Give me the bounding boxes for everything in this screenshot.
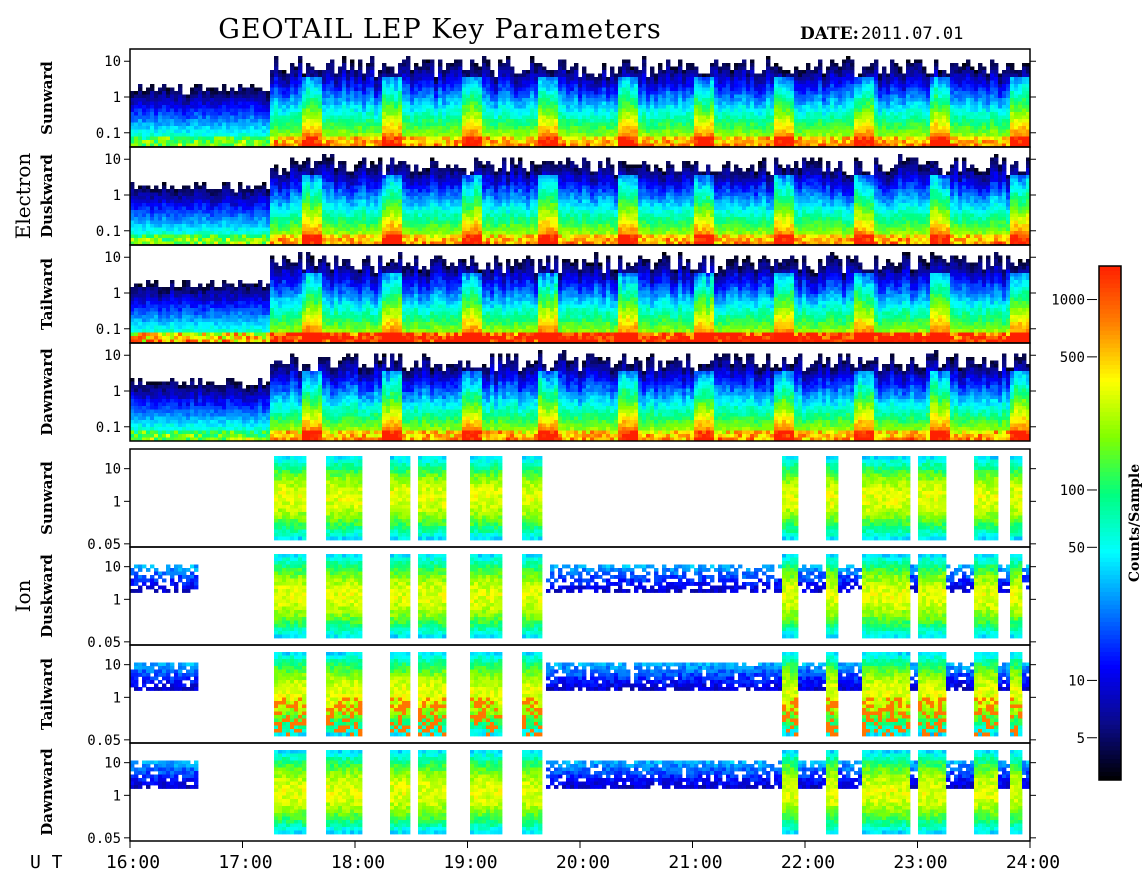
panel-electron-sunward: 10 1 0.1 Sunward: [38, 48, 1036, 148]
y-tick-label: 0.05: [87, 537, 121, 553]
group-label-electron: Electron: [11, 153, 35, 240]
colorbar-tick-label: 500: [1060, 350, 1085, 366]
panel-label: Duskward: [38, 154, 56, 238]
y-tick-label: 10: [104, 348, 121, 364]
colorbar: 1000 500 100 50 10 5 Counts/Sample: [1051, 265, 1142, 781]
group-label-ion: Ion: [11, 579, 35, 612]
panel-frame: [129, 342, 1031, 442]
spectrogram-texture: [130, 56, 1031, 148]
y-tick-label: 1: [113, 188, 121, 204]
x-axis-label: U T: [30, 852, 63, 873]
y-tick-label: 1: [113, 286, 121, 302]
x-tick-label: 16:00: [106, 852, 160, 873]
spectrogram-texture: [130, 554, 1031, 639]
panel-label: Tailward: [38, 258, 56, 330]
panel-label: Tailward: [38, 658, 56, 730]
spectrogram-texture: [130, 652, 1031, 737]
y-tick-label: 1: [113, 788, 121, 804]
panel-ion-duskward: 10 1 0.05 Duskward: [38, 546, 1036, 651]
x-tick-label: 22:00: [781, 852, 835, 873]
y-tick-label: 0.05: [87, 635, 121, 651]
x-tick-label: 18:00: [331, 852, 385, 873]
panel-label: Sunward: [38, 61, 56, 135]
y-tick-label: 10: [104, 462, 121, 478]
panel-label: Dawnward: [38, 348, 56, 436]
panel-label: Sunward: [38, 461, 56, 535]
y-tick-label: 0.05: [87, 831, 121, 847]
panel-electron-duskward: 10 1 0.1 Duskward: [38, 146, 1036, 246]
panel-ion-tailward: 10 1 0.05 Tailward: [38, 644, 1036, 749]
panel-electron-dawnward: 10 1 0.1 Dawnward: [38, 342, 1036, 442]
x-tick-label: 20:00: [556, 852, 610, 873]
colorbar-frame: [1098, 265, 1122, 781]
panel-electron-tailward: 10 1 0.1 Tailward: [38, 244, 1036, 344]
spectrogram-texture: [130, 350, 1031, 442]
panel-ion-sunward: 10 1 0.05 Sunward: [38, 448, 1036, 553]
x-tick-label: 19:00: [443, 852, 497, 873]
time-axis: U T 16:00 17:00 18:00 19:00 20:00 21:00 22:00 2…: [30, 841, 1060, 873]
spectrogram-texture: [130, 750, 1031, 835]
panel-label: Duskward: [38, 554, 56, 638]
y-tick-label: 0.1: [96, 322, 121, 338]
y-tick-label: 1: [113, 690, 121, 706]
y-tick-label: 1: [113, 384, 121, 400]
y-tick-label: 0.05: [87, 733, 121, 749]
spectrogram-texture: [130, 154, 1031, 246]
figure-title: GEOTAIL LEP Key Parameters: [218, 14, 662, 45]
y-tick-label: 10: [104, 560, 121, 576]
y-tick-label: 1: [113, 494, 121, 510]
y-tick-label: 10: [104, 152, 121, 168]
x-tick-label: 17:00: [218, 852, 272, 873]
particle-group-labels: Electron Ion: [11, 153, 35, 613]
spectrogram-texture: [130, 252, 1031, 344]
date-value: 2011.07.01: [861, 24, 963, 44]
colorbar-tick-label: 1000: [1051, 293, 1085, 309]
y-tick-label: 10: [104, 54, 121, 70]
colorbar-tick-label: 100: [1060, 483, 1085, 499]
y-tick-label: 0.1: [96, 126, 121, 142]
date-label: DATE:: [800, 24, 859, 44]
y-tick-label: 10: [104, 756, 121, 772]
y-tick-label: 0.1: [96, 224, 121, 240]
colorbar-tick-label: 50: [1068, 540, 1085, 556]
y-tick-label: 0.1: [96, 420, 121, 436]
spectrogram-texture: [274, 456, 1023, 541]
colorbar-tick-label: 5: [1077, 731, 1085, 747]
y-tick-label: 1: [113, 90, 121, 106]
y-tick-label: 10: [104, 250, 121, 266]
y-tick-label: 10: [104, 658, 121, 674]
colorbar-label: Counts/Sample: [1127, 464, 1142, 582]
x-tick-label: 23:00: [893, 852, 947, 873]
colorbar-tick-label: 10: [1068, 673, 1085, 689]
panel-ion-dawnward: 10 1 0.05 Dawnward: [38, 742, 1036, 847]
y-tick-label: 1: [113, 592, 121, 608]
panel-label: Dawnward: [38, 748, 56, 836]
spectrogram-panels: 10 1 0.1 Sunward 10 1 0.1 Duskward 10 1 0.1 Tailwar…: [38, 48, 1036, 847]
x-tick-label: 24:00: [1006, 852, 1060, 873]
x-tick-label: 21:00: [668, 852, 722, 873]
